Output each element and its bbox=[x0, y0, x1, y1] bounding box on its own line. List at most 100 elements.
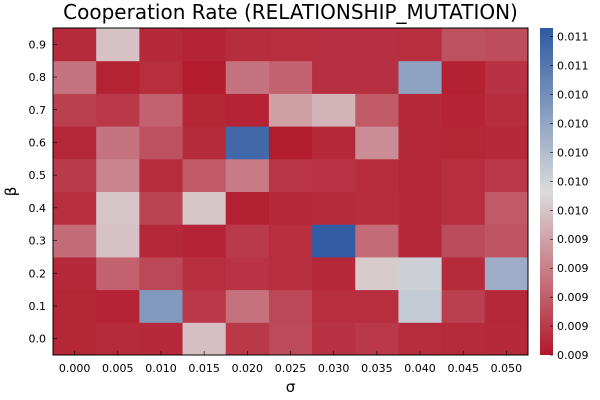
colorbar-tick-label: 0.009 bbox=[557, 291, 589, 304]
heatmap-cell bbox=[182, 93, 227, 127]
heatmap-cell bbox=[355, 28, 399, 62]
heatmap-cell bbox=[312, 191, 356, 225]
colorbar-tick-label: 0.009 bbox=[557, 262, 589, 275]
heatmap-cell bbox=[398, 322, 443, 356]
heatmap-cell bbox=[225, 126, 270, 160]
x-tick-label: 0.005 bbox=[102, 362, 134, 375]
heatmap-cell bbox=[268, 158, 313, 192]
heatmap-cell bbox=[268, 126, 313, 160]
heatmap-cell bbox=[182, 322, 227, 356]
heatmap-cell bbox=[312, 28, 356, 62]
heatmap-cell bbox=[139, 256, 184, 291]
y-axis-label: β bbox=[2, 187, 20, 197]
chart-title: Cooperation Rate (RELATIONSHIP_MUTATION) bbox=[63, 0, 518, 24]
heatmap-cell bbox=[484, 28, 529, 62]
heatmap-cell bbox=[484, 126, 529, 160]
heatmap-cell bbox=[441, 322, 486, 356]
colorbar-tick-label: 0.009 bbox=[557, 233, 589, 246]
heatmap-cell bbox=[139, 224, 184, 258]
heatmap-cell bbox=[441, 191, 486, 225]
heatmap-cell bbox=[53, 191, 97, 225]
heatmap-cell bbox=[268, 191, 313, 225]
x-tick-label: 0.025 bbox=[275, 362, 307, 375]
heatmap-cell bbox=[53, 60, 97, 94]
heatmap-cell bbox=[268, 289, 313, 323]
colorbar-tick-label: 0.009 bbox=[557, 320, 589, 333]
heatmap-cell bbox=[484, 224, 529, 258]
heatmap-cell bbox=[398, 126, 443, 160]
heatmap-cell bbox=[484, 322, 529, 356]
x-axis-ticks: 0.000 0.005 0.010 0.015 0.020 0.025 0.030 0.035… bbox=[59, 351, 522, 375]
heatmap-cell bbox=[96, 28, 140, 62]
x-tick-label: 0.035 bbox=[361, 362, 393, 375]
heatmap-cell bbox=[398, 28, 443, 62]
heatmap-cell bbox=[355, 126, 399, 160]
heatmap-cell bbox=[225, 191, 270, 225]
heatmap-cell bbox=[225, 224, 270, 258]
heatmap-cell bbox=[268, 322, 313, 356]
heatmap-cell bbox=[312, 289, 356, 323]
heatmap-cell bbox=[139, 158, 184, 192]
y-tick-label: 0.7 bbox=[29, 104, 47, 117]
colorbar-tick-label: 0.011 bbox=[557, 60, 589, 73]
heatmap-cell bbox=[312, 322, 356, 356]
heatmap-cell bbox=[53, 289, 97, 323]
heatmap-cell bbox=[398, 60, 443, 94]
heatmap-cell bbox=[441, 126, 486, 160]
heatmap-cell bbox=[355, 322, 399, 356]
heatmap-cell bbox=[225, 158, 270, 192]
heatmap-cell bbox=[96, 322, 140, 356]
heatmap-cell bbox=[312, 93, 356, 127]
heatmap-cell bbox=[96, 60, 140, 94]
heatmap-cell bbox=[484, 60, 529, 94]
heatmap-cell bbox=[53, 93, 97, 127]
heatmap-cell bbox=[398, 224, 443, 258]
colorbar-tick-label: 0.010 bbox=[557, 117, 589, 130]
heatmap-cell bbox=[398, 191, 443, 225]
colorbar-tick-label: 0.010 bbox=[557, 175, 589, 188]
y-tick-label: 0.9 bbox=[29, 38, 47, 51]
heatmap-cell bbox=[268, 93, 313, 127]
colorbar-tick-label: 0.010 bbox=[557, 146, 589, 159]
y-tick-label: 0.1 bbox=[29, 300, 47, 313]
heatmap-cell bbox=[355, 191, 399, 225]
heatmap-cell bbox=[355, 289, 399, 323]
y-tick-label: 0.6 bbox=[29, 136, 47, 149]
colorbar-tick-label: 0.009 bbox=[557, 349, 589, 362]
heatmap-cell bbox=[53, 28, 97, 62]
heatmap-cell bbox=[96, 224, 140, 258]
heatmap-cell bbox=[225, 60, 270, 94]
heatmap-cell bbox=[355, 224, 399, 258]
heatmap-cell bbox=[312, 256, 356, 291]
heatmap-cell bbox=[182, 191, 227, 225]
heatmap-cell bbox=[355, 158, 399, 192]
heatmap-cell bbox=[312, 158, 356, 192]
heatmap-cell bbox=[225, 28, 270, 62]
y-tick-label: 0.3 bbox=[29, 235, 47, 248]
y-tick-label: 0.0 bbox=[29, 333, 47, 346]
heatmap-cell bbox=[484, 191, 529, 225]
x-tick-label: 0.045 bbox=[447, 362, 479, 375]
x-tick-label: 0.030 bbox=[318, 362, 350, 375]
heatmap-cell bbox=[441, 28, 486, 62]
x-axis-label: σ bbox=[286, 378, 296, 396]
heatmap-cell bbox=[441, 224, 486, 258]
heatmap-cell bbox=[139, 93, 184, 127]
y-axis-ticks: 0.0 0.1 0.2 0.3 0.4 0.5 0.6 0.7 0.8 0.9 bbox=[29, 38, 57, 346]
heatmap-cell bbox=[355, 60, 399, 94]
heatmap-cell bbox=[355, 256, 399, 291]
heatmap-cell bbox=[312, 126, 356, 160]
heatmap-cell bbox=[398, 93, 443, 127]
heatmap-cell bbox=[484, 256, 529, 291]
heatmap-cell bbox=[268, 256, 313, 291]
heatmap-cell bbox=[441, 60, 486, 94]
y-tick-label: 0.5 bbox=[29, 169, 47, 182]
heatmap-cell bbox=[441, 256, 486, 291]
heatmap-cell bbox=[268, 224, 313, 258]
heatmap-cell bbox=[441, 289, 486, 323]
heatmap-cell bbox=[398, 289, 443, 323]
heatmap-cell bbox=[96, 191, 140, 225]
heatmap-cell bbox=[182, 126, 227, 160]
heatmap-cell bbox=[398, 256, 443, 291]
